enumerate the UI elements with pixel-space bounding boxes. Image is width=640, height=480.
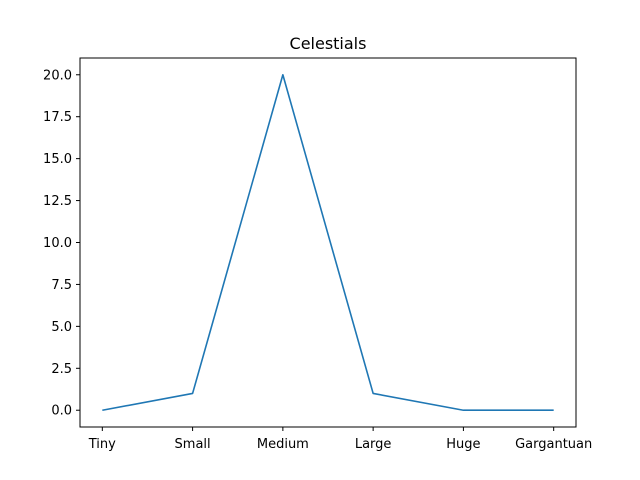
y-tick-label: 20.0 [43,68,72,83]
axes-frame [79,57,577,428]
chart-title: Celestials [290,34,367,53]
y-tick-label: 5.0 [51,320,72,335]
y-tick-label: 12.5 [43,194,72,209]
plot-area: 0.0 2.5 5.0 7.5 10.0 12.5 15.0 17.5 20.0 Tiny Sma… [43,57,592,452]
x-tick-label-large: Large [355,437,392,452]
y-tick-label: 17.5 [43,110,72,125]
y-tick-label: 0.0 [51,404,72,419]
x-tick-label-medium: Medium [257,437,309,452]
x-tick-label-huge: Huge [446,437,480,452]
x-tick-label-gargantuan: Gargantuan [515,437,592,452]
y-tick-label: 2.5 [51,362,72,377]
x-axis: Tiny Small Medium Large Huge Gargantuan [88,427,592,452]
y-axis: 0.0 2.5 5.0 7.5 10.0 12.5 15.0 17.5 20.0 [43,68,80,419]
y-tick-label: 10.0 [43,236,72,251]
x-tick-label-small: Small [175,437,211,452]
series-group [102,73,554,412]
series-line [102,73,554,412]
y-tick-label: 15.0 [43,152,72,167]
y-tick-label: 7.5 [51,278,72,293]
x-tick-label-tiny: Tiny [88,437,116,452]
